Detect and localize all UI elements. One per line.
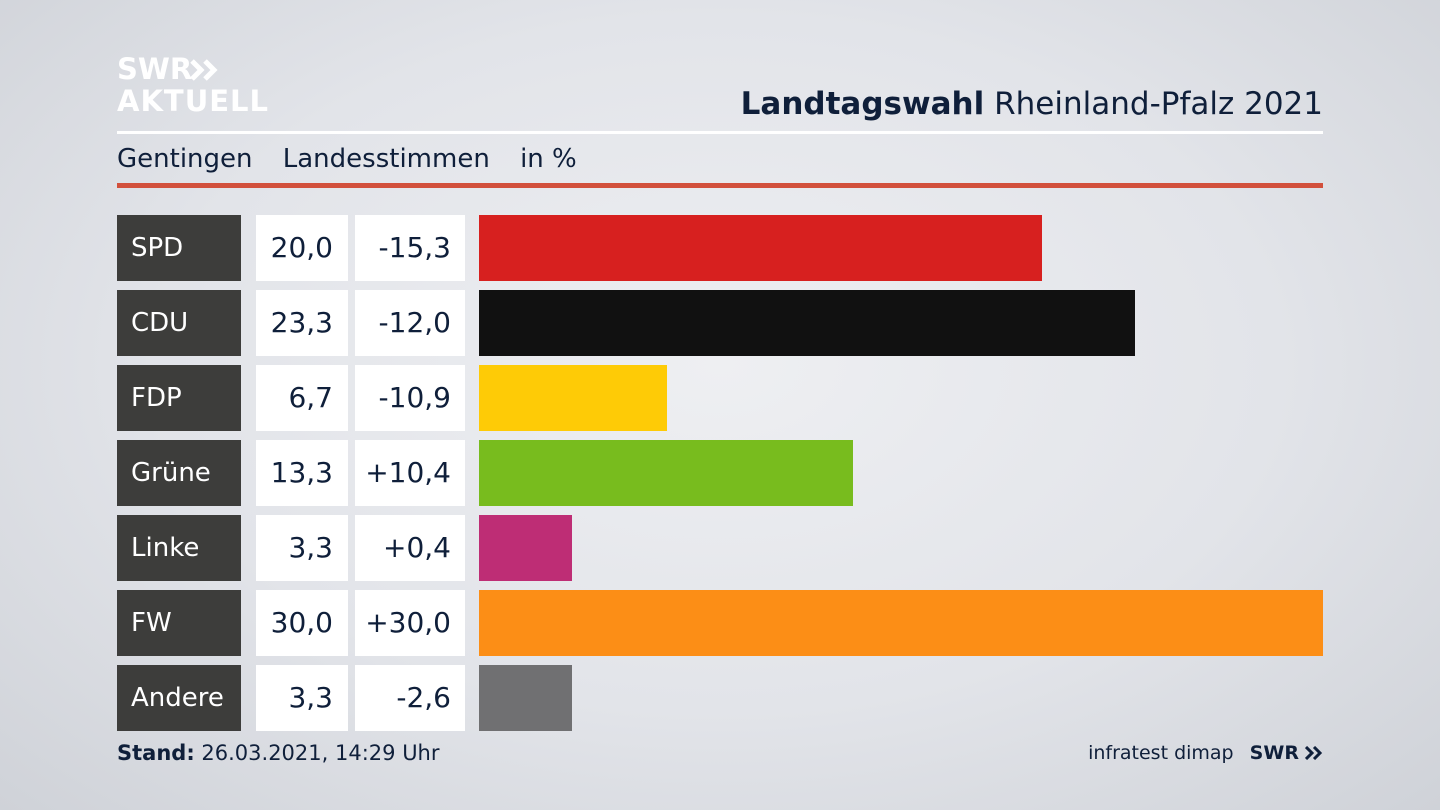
value-label: 3,3 bbox=[256, 665, 348, 731]
diff-label: -10,9 bbox=[355, 365, 465, 431]
double-chevron-icon bbox=[1304, 745, 1323, 761]
bar-spd bbox=[479, 215, 1042, 281]
value-label: 6,7 bbox=[256, 365, 348, 431]
party-label: FDP bbox=[117, 365, 241, 431]
diff-label: -2,6 bbox=[355, 665, 465, 731]
bar-linke bbox=[479, 515, 572, 581]
value-label: 23,3 bbox=[256, 290, 348, 356]
chart-row: Grüne 13,3 +10,4 bbox=[117, 440, 1323, 506]
value-label: 13,3 bbox=[256, 440, 348, 506]
diff-label: -15,3 bbox=[355, 215, 465, 281]
subtitle-metric: Landesstimmen bbox=[282, 144, 490, 174]
bar-fw bbox=[479, 590, 1323, 656]
diff-label: -12,0 bbox=[355, 290, 465, 356]
stand-label: Stand: bbox=[117, 741, 195, 765]
value-label: 3,3 bbox=[256, 515, 348, 581]
logo-line2: AKTUELL bbox=[117, 84, 270, 118]
header-divider bbox=[117, 131, 1323, 134]
party-label: Grüne bbox=[117, 440, 241, 506]
page-title: Landtagswahl Rheinland-Pfalz 2021 bbox=[741, 86, 1323, 122]
source-name: infratest dimap bbox=[1088, 742, 1234, 764]
title-rest: Rheinland-Pfalz 2021 bbox=[994, 86, 1323, 122]
chart-row: FW 30,0 +30,0 bbox=[117, 590, 1323, 656]
subtitle-unit: in % bbox=[520, 144, 577, 174]
party-label: Linke bbox=[117, 515, 241, 581]
swr-aktuell-logo: SWR AKTUELL bbox=[117, 55, 277, 119]
bar-andere bbox=[479, 665, 572, 731]
chart-row: SPD 20,0 -15,3 bbox=[117, 215, 1323, 281]
chart-row: Linke 3,3 +0,4 bbox=[117, 515, 1323, 581]
stand-value: 26.03.2021, 14:29 Uhr bbox=[201, 741, 440, 765]
value-label: 30,0 bbox=[256, 590, 348, 656]
bar-cdu bbox=[479, 290, 1135, 356]
chart-row: FDP 6,7 -10,9 bbox=[117, 365, 1323, 431]
swr-brand: SWR bbox=[1249, 742, 1299, 764]
party-label: FW bbox=[117, 590, 241, 656]
party-label: CDU bbox=[117, 290, 241, 356]
diff-label: +30,0 bbox=[355, 590, 465, 656]
value-label: 20,0 bbox=[256, 215, 348, 281]
subtitle-place: Gentingen bbox=[117, 144, 253, 174]
source-credit: infratest dimap SWR bbox=[1088, 742, 1323, 764]
party-label: SPD bbox=[117, 215, 241, 281]
logo-line1: SWR bbox=[117, 52, 193, 86]
double-chevron-icon bbox=[190, 59, 218, 81]
bar-grüne bbox=[479, 440, 854, 506]
diff-label: +10,4 bbox=[355, 440, 465, 506]
title-bold: Landtagswahl bbox=[740, 86, 985, 122]
diff-label: +0,4 bbox=[355, 515, 465, 581]
chart-row: CDU 23,3 -12,0 bbox=[117, 290, 1323, 356]
subtitle-divider bbox=[117, 183, 1323, 188]
subtitle: Gentingen Landesstimmen in % bbox=[117, 144, 599, 174]
party-label: Andere bbox=[117, 665, 241, 731]
timestamp: Stand: 26.03.2021, 14:29 Uhr bbox=[117, 741, 440, 765]
bar-fdp bbox=[479, 365, 668, 431]
chart-row: Andere 3,3 -2,6 bbox=[117, 665, 1323, 731]
